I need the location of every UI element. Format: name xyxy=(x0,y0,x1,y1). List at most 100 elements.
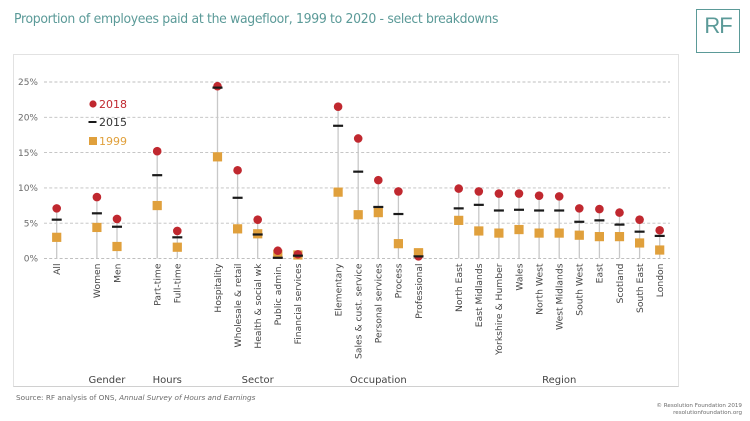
marker-1999 xyxy=(172,242,182,252)
y-tick-label: 25% xyxy=(18,78,38,88)
marker-2018 xyxy=(474,187,484,196)
marker-1999 xyxy=(574,230,584,240)
marker-2015 xyxy=(272,256,283,259)
marker-2015 xyxy=(252,233,263,236)
x-tick-label: Personal services xyxy=(374,263,385,343)
marker-1999 xyxy=(353,210,363,220)
y-tick-label: 5% xyxy=(24,219,39,229)
legend-label: 2015 xyxy=(99,116,127,129)
y-tick-label: 10% xyxy=(18,184,38,194)
x-tick-label: Financial services xyxy=(293,263,304,344)
marker-2015 xyxy=(453,207,464,210)
legend-label: 2018 xyxy=(99,98,127,111)
marker-2015 xyxy=(413,255,424,258)
gridlines xyxy=(44,81,670,259)
legend-marker-2015 xyxy=(88,121,97,123)
legend-marker-2018 xyxy=(89,100,97,108)
marker-2018 xyxy=(112,214,122,224)
x-tick-label: Yorkshire & Humber xyxy=(494,263,505,356)
marker-1999 xyxy=(333,187,343,197)
x-tick-label: South East xyxy=(635,263,646,313)
marker-2015 xyxy=(292,254,303,257)
marker-2018 xyxy=(534,191,544,200)
x-tick-label: Professional xyxy=(414,264,425,319)
y-axis-ticks: 0% 5% 10% 15% 20% 25% xyxy=(18,78,38,265)
marker-1999 xyxy=(635,238,645,248)
copyright-line: © Resolution Foundation 2019 xyxy=(656,403,742,409)
source-title: Annual Survey of Hours and Earnings xyxy=(119,393,256,402)
x-tick-label: Scotland xyxy=(615,264,626,304)
marker-1999 xyxy=(454,215,464,225)
group-label: Hours xyxy=(153,375,182,386)
marker-2015 xyxy=(172,236,183,239)
marker-2018 xyxy=(92,192,102,202)
x-tick-label: East Midlands xyxy=(474,263,485,327)
x-tick-label: Men xyxy=(112,263,123,283)
y-tick-label: 20% xyxy=(18,114,38,124)
marker-2015 xyxy=(333,124,344,127)
marker-2018 xyxy=(615,208,624,217)
marker-2015 xyxy=(91,212,102,215)
x-tick-label: Elementary xyxy=(333,263,344,316)
marker-1999 xyxy=(534,228,544,238)
rf-logo-text: RF xyxy=(704,13,732,38)
marker-2018 xyxy=(635,215,644,224)
marker-2018 xyxy=(454,184,464,193)
copyright: © Resolution Foundation 2019 resolutionf… xyxy=(656,403,742,417)
marker-1999 xyxy=(212,152,223,162)
marker-2018 xyxy=(554,192,564,201)
x-tick-label: Health & social wk xyxy=(253,263,264,349)
x-tick-label: North East xyxy=(454,263,465,312)
marker-2018 xyxy=(394,187,403,196)
x-tick-label: All xyxy=(52,264,63,275)
x-tick-label: Process xyxy=(394,263,405,298)
marker-2018 xyxy=(52,204,61,213)
marker-1999 xyxy=(233,224,243,234)
marker-2015 xyxy=(112,225,122,228)
marker-1999 xyxy=(614,232,625,242)
x-axis-labels: All Women Men Part-time Full-time Hospitality… xyxy=(52,263,666,359)
marker-1999 xyxy=(554,228,564,238)
marker-2018 xyxy=(273,246,283,256)
chart-frame xyxy=(13,54,679,387)
marker-2018 xyxy=(152,146,162,156)
x-tick-label: Wholesale & retail xyxy=(233,264,244,348)
marker-2018 xyxy=(575,204,584,213)
marker-2015 xyxy=(353,170,364,173)
website: resolutionfoundation.org xyxy=(673,410,742,416)
legend-label: 1999 xyxy=(99,135,127,148)
x-tick-label: Wales xyxy=(514,263,525,290)
marker-2015 xyxy=(232,196,243,199)
marker-2015 xyxy=(554,209,565,212)
group-label: Occupation xyxy=(350,375,407,386)
marker-1999 xyxy=(52,232,62,242)
marker-2015 xyxy=(373,205,384,209)
group-label: Region xyxy=(542,375,576,386)
marker-1999 xyxy=(413,248,424,258)
marker-1999 xyxy=(112,241,122,252)
marker-2015 xyxy=(152,174,163,177)
x-tick-label: Public admin. xyxy=(273,264,284,326)
marker-2018 xyxy=(595,204,604,214)
marker-2015 xyxy=(634,230,645,233)
marker-2018 xyxy=(213,81,222,91)
marker-2015 xyxy=(534,209,545,212)
marker-1999 xyxy=(655,245,665,255)
marker-2015 xyxy=(493,209,504,212)
group-label: Sector xyxy=(242,375,275,386)
marker-2015 xyxy=(393,212,404,216)
marker-2015 xyxy=(574,220,585,223)
marker-2018 xyxy=(233,165,242,175)
x-tick-label: London xyxy=(655,263,666,297)
marker-2018 xyxy=(655,225,664,235)
marker-2015 xyxy=(594,219,605,222)
y-tick-label: 15% xyxy=(18,149,38,159)
marker-1999 xyxy=(494,228,504,238)
marker-2018 xyxy=(333,102,343,112)
marker-1999 xyxy=(152,200,162,211)
x-tick-label: Women xyxy=(92,263,103,298)
marker-1999 xyxy=(594,232,604,242)
group-labels: Gender Hours Sector Occupation Region xyxy=(89,375,577,386)
x-tick-label: North West xyxy=(534,263,545,315)
